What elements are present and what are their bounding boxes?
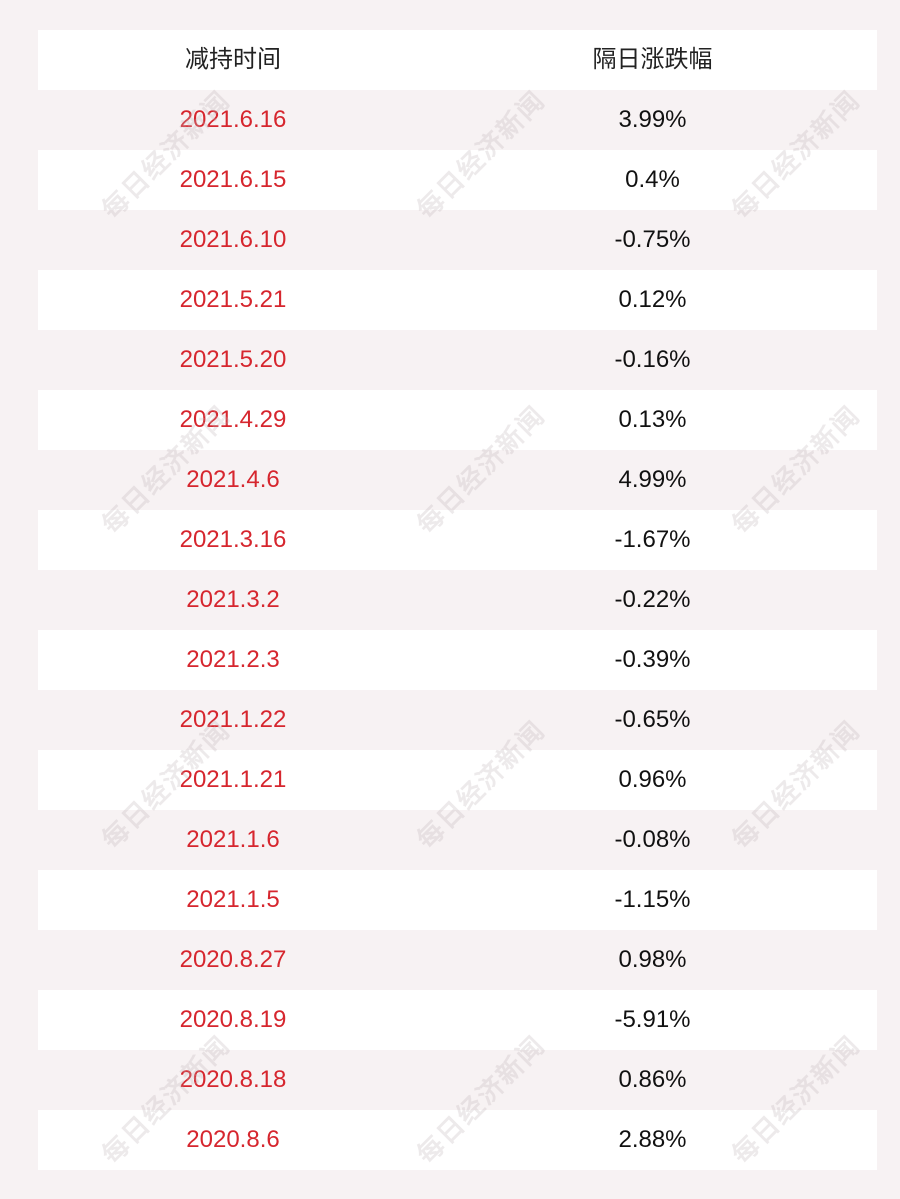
change-cell: -1.67% [614,526,691,553]
table-row: 2021.6.15 0.4% [38,150,877,210]
table-row: 2021.2.3 -0.39% [38,630,877,690]
table-row: 2020.8.27 0.98% [38,930,877,990]
change-cell: -0.22% [614,586,691,613]
header-reduction-time: 减持时间 [185,46,281,73]
date-cell: 2021.3.16 [179,526,287,553]
change-cell: 0.13% [618,406,687,433]
change-cell: 0.96% [618,766,687,793]
table-row: 2021.5.21 0.12% [38,270,877,330]
table-header-row: 减持时间 隔日涨跌幅 [38,30,877,90]
date-cell: 2021.5.21 [179,286,287,313]
table-row: 2021.1.6 -0.08% [38,810,877,870]
change-cell: -0.08% [614,826,691,853]
table-row: 2021.6.16 3.99% [38,90,877,150]
date-cell: 2021.4.29 [179,406,287,433]
date-cell: 2021.5.20 [179,346,287,373]
date-cell: 2021.4.6 [186,466,280,493]
change-cell: -0.65% [614,706,691,733]
date-cell: 2021.1.21 [179,766,287,793]
date-cell: 2020.8.6 [186,1126,280,1153]
date-cell: 2021.1.6 [186,826,280,853]
table-row: 2021.5.20 -0.16% [38,330,877,390]
change-cell: 0.86% [618,1066,687,1093]
change-cell: 0.12% [618,286,687,313]
change-cell: -0.16% [614,346,691,373]
table-row: 2021.4.29 0.13% [38,390,877,450]
table-row: 2020.8.6 2.88% [38,1110,877,1170]
table-row: 2020.8.18 0.86% [38,1050,877,1110]
date-cell: 2020.8.27 [179,946,287,973]
table-row: 2021.1.21 0.96% [38,750,877,810]
date-cell: 2020.8.18 [179,1066,287,1093]
date-cell: 2021.6.16 [179,106,287,133]
table-row: 2021.3.16 -1.67% [38,510,877,570]
date-cell: 2021.1.22 [179,706,287,733]
change-cell: 0.98% [618,946,687,973]
data-table: 减持时间 隔日涨跌幅 2021.6.16 3.99% 2021.6.15 0.4… [38,30,877,1170]
change-cell: 3.99% [618,106,687,133]
change-cell: 0.4% [625,166,680,193]
table-row: 2021.3.2 -0.22% [38,570,877,630]
change-cell: 2.88% [618,1126,687,1153]
date-cell: 2021.6.10 [179,226,287,253]
date-cell: 2020.8.19 [179,1006,287,1033]
table-row: 2021.4.6 4.99% [38,450,877,510]
date-cell: 2021.2.3 [186,646,280,673]
table-row: 2021.1.22 -0.65% [38,690,877,750]
header-next-day-change: 隔日涨跌幅 [592,46,713,73]
date-cell: 2021.1.5 [186,886,280,913]
change-cell: 4.99% [618,466,687,493]
table-row: 2020.8.19 -5.91% [38,990,877,1050]
change-cell: -5.91% [614,1006,691,1033]
table-row: 2021.6.10 -0.75% [38,210,877,270]
change-cell: -0.75% [614,226,691,253]
date-cell: 2021.3.2 [186,586,280,613]
change-cell: -0.39% [614,646,691,673]
table-row: 2021.1.5 -1.15% [38,870,877,930]
date-cell: 2021.6.15 [179,166,287,193]
change-cell: -1.15% [614,886,691,913]
